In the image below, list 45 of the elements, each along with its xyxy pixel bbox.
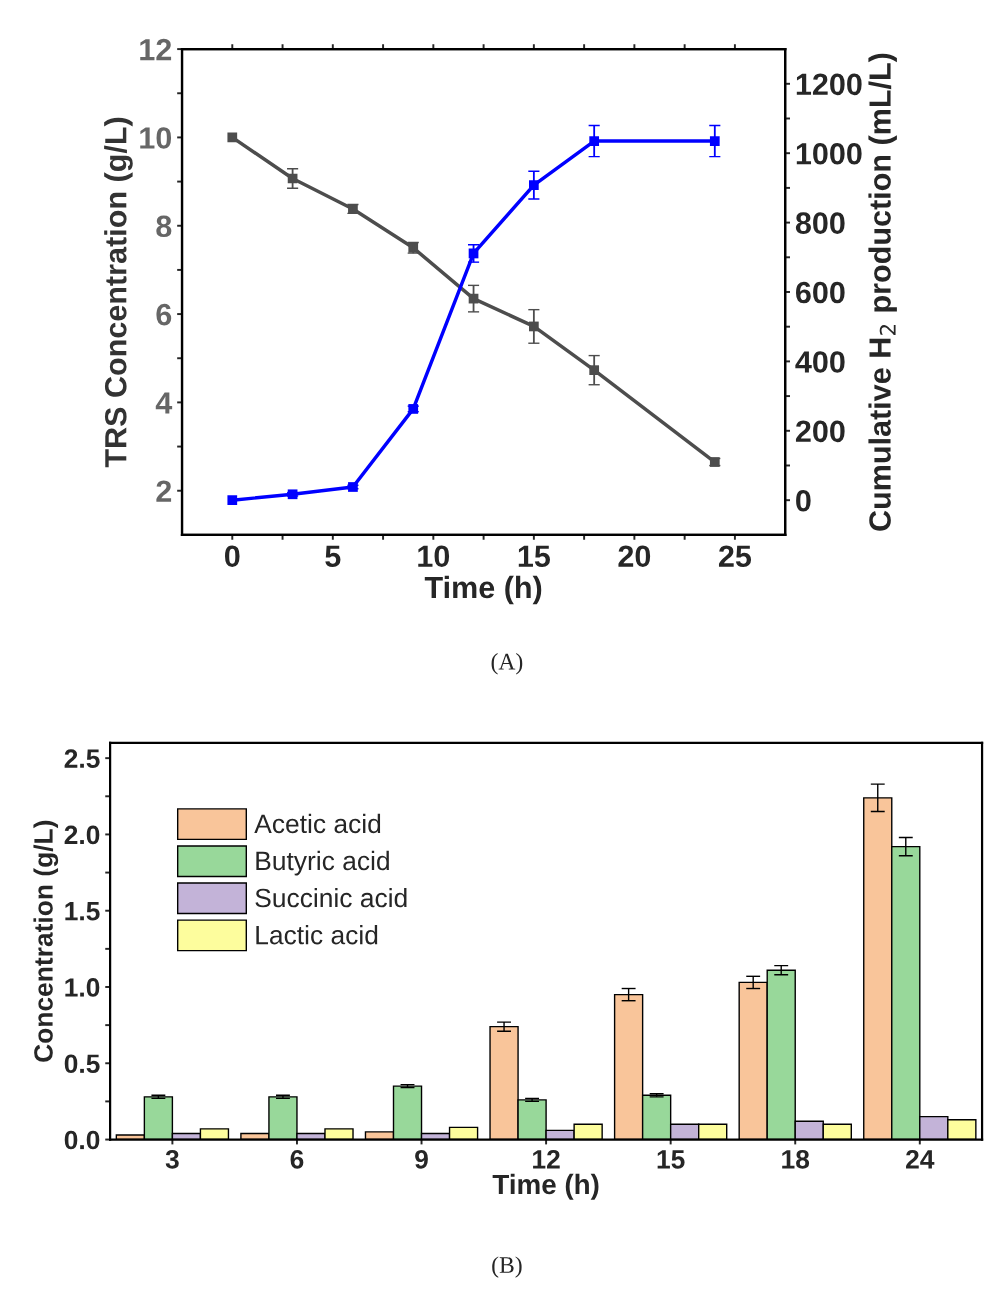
x-tick-label: 24: [906, 1149, 935, 1169]
legend-label: Butyric acid: [256, 850, 389, 876]
y-tick-label: 6: [156, 303, 172, 326]
x-axis-title: Time (h): [492, 1173, 599, 1200]
point: [227, 495, 238, 506]
y2-tick-label: 0: [796, 489, 811, 512]
x-tick-label: 15: [657, 1150, 685, 1169]
y2-tick-label: 800: [795, 212, 845, 234]
y2-tick-label: 600: [796, 281, 845, 304]
y-tick-label: 0.5: [64, 1054, 100, 1074]
y2-axis-title: Cumulative H$_{2}$ production (mL/L): [868, 53, 897, 531]
text: (B): [492, 1256, 522, 1278]
y-tick-label: 1.5: [65, 902, 100, 921]
y2-tick-label: 400: [795, 351, 845, 373]
point: [227, 132, 238, 143]
text: (A): [491, 653, 523, 675]
y-tick-label: 2.5: [64, 749, 100, 768]
x-tick-label: 9: [415, 1149, 428, 1169]
x-tick-label: 12: [533, 1149, 560, 1169]
y-tick-label: 2: [156, 480, 172, 502]
y2-tick-label: 1000: [796, 142, 862, 165]
y-tick-label: 10: [140, 127, 172, 149]
x-tick-label: 20: [618, 545, 651, 568]
y-tick-label: 4: [155, 392, 173, 414]
x-tick-label: 18: [782, 1149, 810, 1169]
y-axis-title: TRS Concentration (g/L): [104, 117, 133, 468]
y2-tick-label: 200: [795, 420, 845, 443]
y2-tick-label: 1200: [796, 73, 862, 96]
y-tick-label: 12: [140, 38, 172, 61]
legend-label: Succinic acid: [255, 887, 407, 908]
x-tick-label: 3: [165, 1149, 179, 1169]
y-tick-label: 1.0: [65, 978, 100, 997]
x-tick-label: 6: [290, 1149, 304, 1169]
y-tick-label: 8: [156, 215, 172, 238]
x-tick-label: 15: [518, 545, 551, 568]
x-tick-label: 25: [718, 545, 752, 568]
legend-label: Acetic acid: [254, 813, 381, 834]
legend-label: Lactic acid: [256, 925, 378, 945]
y-tick-label: 2.0: [64, 825, 100, 845]
x-axis-title: Time (h): [424, 575, 542, 605]
x-tick-label: 10: [418, 545, 450, 568]
y-axis-title: Concentration (g/L): [33, 820, 59, 1062]
x-tick-label: 5: [325, 545, 341, 568]
y-tick-label: 0.0: [64, 1130, 100, 1150]
x-tick-label: 0: [225, 545, 240, 568]
